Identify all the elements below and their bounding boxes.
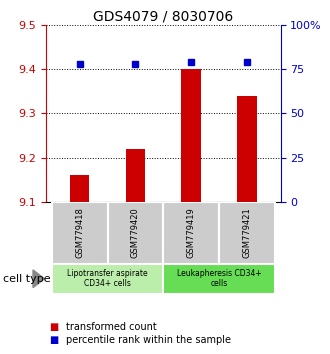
Bar [163, 202, 219, 264]
Text: Leukapheresis CD34+
cells: Leukapheresis CD34+ cells [177, 269, 261, 289]
Text: cell type: cell type [3, 274, 51, 284]
Text: percentile rank within the sample: percentile rank within the sample [66, 335, 231, 345]
Text: ■: ■ [50, 322, 59, 332]
Text: GSM779420: GSM779420 [131, 207, 140, 258]
Bar [52, 264, 163, 294]
Text: GSM779419: GSM779419 [187, 207, 196, 258]
Bar [70, 175, 89, 202]
Bar [219, 202, 275, 264]
Text: transformed count: transformed count [66, 322, 157, 332]
Bar [52, 202, 108, 264]
Text: Lipotransfer aspirate
CD34+ cells: Lipotransfer aspirate CD34+ cells [67, 269, 148, 289]
Title: GDS4079 / 8030706: GDS4079 / 8030706 [93, 10, 234, 24]
Text: GSM779418: GSM779418 [75, 207, 84, 258]
Text: ■: ■ [50, 335, 59, 345]
Bar [163, 264, 275, 294]
Polygon shape [33, 270, 45, 287]
Text: GSM779421: GSM779421 [243, 207, 251, 258]
Bar [126, 149, 145, 202]
Bar [108, 202, 163, 264]
Bar [182, 69, 201, 202]
Bar [237, 96, 257, 202]
